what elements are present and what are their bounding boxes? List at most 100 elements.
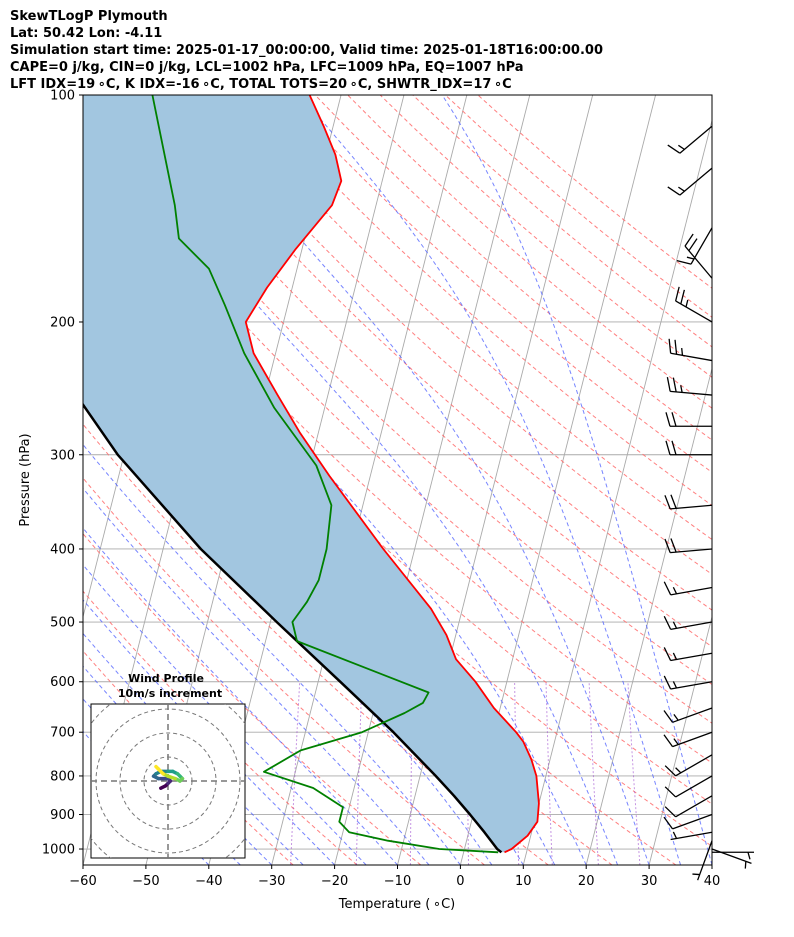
y-tick-label: 900 xyxy=(50,808,75,823)
station-coordinates: Lat: 50.42 Lon: -4.11 xyxy=(10,26,163,41)
mixing-ratio-line xyxy=(545,681,553,865)
parcel-profile-line xyxy=(83,402,503,854)
wind-barb xyxy=(663,731,713,748)
moist-adiabat xyxy=(441,95,712,865)
y-tick-label: 600 xyxy=(50,675,75,690)
wind-barb-half-flag xyxy=(685,299,689,308)
wind-barb-flag xyxy=(663,675,672,690)
wind-barb xyxy=(684,233,713,279)
wind-barb-flag xyxy=(676,259,692,265)
isotherm xyxy=(522,118,712,865)
x-axis-label: Temperature ( ∘C) xyxy=(338,897,455,912)
wind-barb-shaft xyxy=(684,245,713,279)
wind-barb-flag xyxy=(664,765,677,777)
wind-barb-shaft xyxy=(679,167,713,196)
wind-barb-half-flag xyxy=(681,348,684,356)
wind-barb-shaft xyxy=(670,352,713,362)
wind-barb xyxy=(666,376,713,396)
wind-barb-shaft xyxy=(672,813,713,830)
x-tick-label: −60 xyxy=(69,874,96,889)
isotherm xyxy=(711,863,712,865)
wind-barb-shaft xyxy=(675,300,713,323)
y-tick-label: 800 xyxy=(50,769,75,784)
axes: −60 −50 −40 −30 −20 −10 0 10 20 30 40 1000 900 800 700… xyxy=(42,89,720,890)
wind-barb-flag xyxy=(670,494,677,509)
wind-barb-flag xyxy=(674,286,680,302)
x-tick-label: 20 xyxy=(578,874,595,889)
dry-adiabat xyxy=(217,95,712,541)
wind-barb xyxy=(664,494,713,510)
wind-barb-flag xyxy=(684,233,694,247)
wind-barb xyxy=(664,754,713,777)
wind-barb-flag xyxy=(668,338,672,354)
wind-barb-flag xyxy=(666,376,671,392)
x-tick-label: 0 xyxy=(456,874,464,889)
moist-adiabat xyxy=(299,95,681,865)
wind-barb-flag xyxy=(674,339,678,355)
y-tick-label: 400 xyxy=(50,542,75,557)
wind-barb-flag xyxy=(664,495,671,510)
inset-title: Wind Profile xyxy=(128,672,204,685)
wind-barb-flag xyxy=(664,806,677,818)
isotherm xyxy=(648,615,712,865)
wind-barb-flag xyxy=(665,440,671,455)
wind-barb-shaft xyxy=(670,681,713,690)
wind-barb xyxy=(712,851,754,860)
wind-barb xyxy=(711,848,752,869)
wind-barb-shaft xyxy=(670,831,713,841)
wind-barb-shaft xyxy=(670,504,713,510)
mixing-ratio-line xyxy=(588,681,599,865)
wind-barb-shaft xyxy=(675,795,713,818)
moist-adiabat xyxy=(83,632,304,865)
wind-barb-flag xyxy=(663,710,674,723)
isotherm xyxy=(271,95,468,865)
wind-barb-shaft xyxy=(679,125,713,154)
station-title: SkewTLogP Plymouth xyxy=(10,9,168,24)
dry-adiabat xyxy=(151,95,712,611)
x-tick-label: −50 xyxy=(132,874,159,889)
dewpoint-line xyxy=(151,95,499,854)
x-tick-label: 40 xyxy=(704,874,721,889)
x-tick-label: −30 xyxy=(258,874,285,889)
y-tick-label: 700 xyxy=(50,726,75,741)
wind-barb xyxy=(665,412,712,427)
y-tick-label: 1000 xyxy=(42,843,75,858)
wind-barb xyxy=(663,813,713,830)
wind-barb-flag xyxy=(664,538,671,553)
wind-barb xyxy=(676,227,713,265)
wind-barb xyxy=(663,647,713,662)
wind-barb-half-flag xyxy=(678,144,685,150)
wind-barb-half-flag xyxy=(672,621,678,629)
mixing-ratio-line xyxy=(627,681,641,865)
y-tick-label: 100 xyxy=(50,89,75,104)
stability-indices: LFT IDX=19 ∘C, K IDX=-16 ∘C, TOTAL TOTS=… xyxy=(10,77,512,92)
wind-barb-half-flag xyxy=(692,873,700,876)
dry-adiabat xyxy=(314,95,712,441)
moist-adiabat xyxy=(84,95,619,865)
chart-header: SkewTLogP Plymouth Lat: 50.42 Lon: -4.11… xyxy=(10,8,603,93)
y-tick-label: 200 xyxy=(50,315,75,330)
wind-barb xyxy=(663,707,713,723)
mixing-ratio-line xyxy=(355,681,363,865)
y-axis-label: Pressure (hPa) xyxy=(18,433,33,526)
wind-barb-shaft xyxy=(670,390,713,396)
wind-barb-half-flag xyxy=(672,652,678,660)
dry-adiabat xyxy=(86,95,712,686)
wind-barb xyxy=(664,775,713,798)
wind-barb xyxy=(664,795,713,818)
moist-adiabat xyxy=(83,190,587,865)
wind-barb xyxy=(667,125,713,154)
cape-cin-shading xyxy=(83,95,539,853)
wind-barb-shaft xyxy=(670,548,713,554)
wind-barb-shaft xyxy=(670,621,713,630)
wind-barb-shaft xyxy=(672,707,713,723)
wind-barb-flag xyxy=(663,647,672,661)
isotherm xyxy=(585,366,712,865)
x-tick-label: 30 xyxy=(641,874,658,889)
moist-adiabat xyxy=(83,487,430,865)
wind-barb-half-flag xyxy=(672,831,678,839)
hodograph-inset xyxy=(90,703,246,859)
x-tick-label: 10 xyxy=(515,874,532,889)
wind-barb-flag xyxy=(663,581,672,596)
wind-barb-shaft xyxy=(672,731,713,748)
